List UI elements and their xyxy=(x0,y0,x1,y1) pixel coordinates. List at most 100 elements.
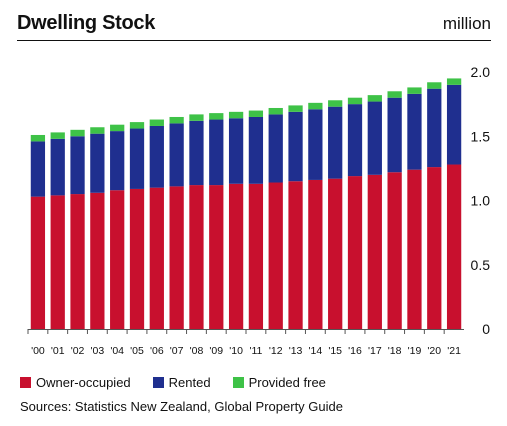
bar-segment-owner-occupied xyxy=(407,169,422,329)
x-tick-label: '10 xyxy=(229,345,243,357)
x-tick-label: '01 xyxy=(51,345,65,357)
bar-segment-owner-occupied xyxy=(110,190,125,329)
bar-segment-provided-free xyxy=(189,114,204,121)
bar-segment-owner-occupied xyxy=(189,185,204,329)
bar-segment-owner-occupied xyxy=(70,194,85,329)
bar-segment-rented xyxy=(110,131,125,191)
bar-segment-rented xyxy=(90,133,105,193)
legend-label-owner-occupied: Owner-occupied xyxy=(36,374,131,390)
x-tick-label: '12 xyxy=(269,345,283,357)
bar-segment-owner-occupied xyxy=(446,164,462,329)
bar-segment-provided-free xyxy=(427,82,442,89)
x-tick-label: '05 xyxy=(130,345,144,357)
legend-item-rented: Rented xyxy=(152,374,211,390)
legend-swatch-owner-occupied xyxy=(20,376,31,388)
bar-segment-rented xyxy=(288,111,303,182)
x-tick-label: '08 xyxy=(190,345,204,357)
x-tick-label: '07 xyxy=(170,345,184,357)
bar-segment-rented xyxy=(189,120,204,186)
bar-segment-owner-occupied xyxy=(248,183,264,329)
bar-segment-rented xyxy=(328,106,343,179)
x-tick-label: '19 xyxy=(408,345,422,357)
bar-segment-owner-occupied xyxy=(268,182,283,329)
legend-label-provided-free: Provided free xyxy=(248,374,326,390)
bar-segment-provided-free xyxy=(248,110,264,117)
bar-segment-provided-free xyxy=(347,97,363,105)
bar-segment-provided-free xyxy=(30,134,46,142)
x-tick-label: '17 xyxy=(368,345,382,357)
bar-segment-rented xyxy=(407,93,422,170)
x-tick-label: '20 xyxy=(427,345,441,357)
x-tick-label: '04 xyxy=(110,345,124,357)
bar-segment-rented xyxy=(248,116,264,184)
bar-segment-rented xyxy=(149,125,164,188)
bar-segment-rented xyxy=(308,109,323,180)
legend-item-provided-free: Provided free xyxy=(232,374,326,390)
bar-segment-provided-free xyxy=(129,122,145,129)
bar-segment-rented xyxy=(169,123,184,187)
bar-segment-provided-free xyxy=(110,124,125,132)
bar-segment-owner-occupied xyxy=(347,176,363,329)
bar-segment-provided-free xyxy=(268,107,283,115)
bar-segment-provided-free xyxy=(367,95,382,102)
bar-segment-owner-occupied xyxy=(30,196,46,329)
y-tick-label: 0 xyxy=(482,321,490,337)
bar-segment-rented xyxy=(228,118,244,184)
bar-segment-owner-occupied xyxy=(308,179,323,329)
bar-segment-provided-free xyxy=(90,127,105,134)
bar-segment-rented xyxy=(129,128,145,189)
x-tick-label: '15 xyxy=(328,345,342,357)
bar-segment-provided-free xyxy=(387,91,402,98)
bar-segment-provided-free xyxy=(169,116,184,124)
bar-segment-rented xyxy=(50,138,65,196)
legend: Owner-occupied Rented Provided free xyxy=(20,373,348,391)
x-tick-label: '14 xyxy=(309,345,323,357)
bar-segment-rented xyxy=(427,88,442,168)
bar-segment-provided-free xyxy=(288,105,303,112)
bar-segment-provided-free xyxy=(446,78,462,85)
bar-segment-provided-free xyxy=(70,129,85,137)
legend-swatch-rented xyxy=(152,376,164,388)
bar-segment-provided-free xyxy=(149,119,164,126)
bar-segment-rented xyxy=(268,114,283,183)
bars-group xyxy=(30,78,462,329)
x-tick-label: '16 xyxy=(348,345,362,357)
x-tick-label: '13 xyxy=(289,345,303,357)
bar-segment-owner-occupied xyxy=(149,187,164,329)
legend-label-rented: Rented xyxy=(168,374,211,390)
x-tick-label: '21 xyxy=(447,345,461,357)
bar-segment-provided-free xyxy=(407,87,422,94)
bar-segment-owner-occupied xyxy=(328,178,343,329)
y-tick-label: 2.0 xyxy=(471,64,491,80)
bar-segment-owner-occupied xyxy=(367,174,382,329)
x-tick-label: '06 xyxy=(150,345,164,357)
x-tick-label: '18 xyxy=(388,345,402,357)
bar-segment-owner-occupied xyxy=(427,167,442,329)
bar-segment-rented xyxy=(347,104,363,177)
bar-segment-rented xyxy=(367,101,382,175)
y-axis: 0 0.5 1.0 1.5 2.0 xyxy=(471,64,491,337)
chart-title: Dwelling Stock xyxy=(17,12,156,34)
sources-note: Sources: Statistics New Zealand, Global … xyxy=(20,399,343,414)
unit-label: million xyxy=(442,14,491,33)
x-tick-label: '00 xyxy=(31,345,45,357)
legend-swatch-provided-free xyxy=(232,376,244,388)
bar-segment-owner-occupied xyxy=(129,188,145,329)
bar-segment-owner-occupied xyxy=(90,192,105,329)
bar-segment-provided-free xyxy=(228,111,244,119)
legend-item-owner-occupied: Owner-occupied xyxy=(20,375,131,390)
bar-segment-owner-occupied xyxy=(288,181,303,329)
y-tick-label: 1.0 xyxy=(471,193,491,209)
bar-segment-rented xyxy=(70,136,85,195)
bar-segment-owner-occupied xyxy=(209,185,224,329)
y-tick-label: 1.5 xyxy=(471,128,491,144)
bar-segment-owner-occupied xyxy=(169,186,184,329)
bar-segment-rented xyxy=(30,141,46,197)
bar-segment-owner-occupied xyxy=(50,195,65,329)
bar-segment-rented xyxy=(387,97,402,173)
bar-segment-owner-occupied xyxy=(387,172,402,329)
bar-segment-provided-free xyxy=(50,132,65,139)
bar-segment-provided-free xyxy=(308,102,323,110)
